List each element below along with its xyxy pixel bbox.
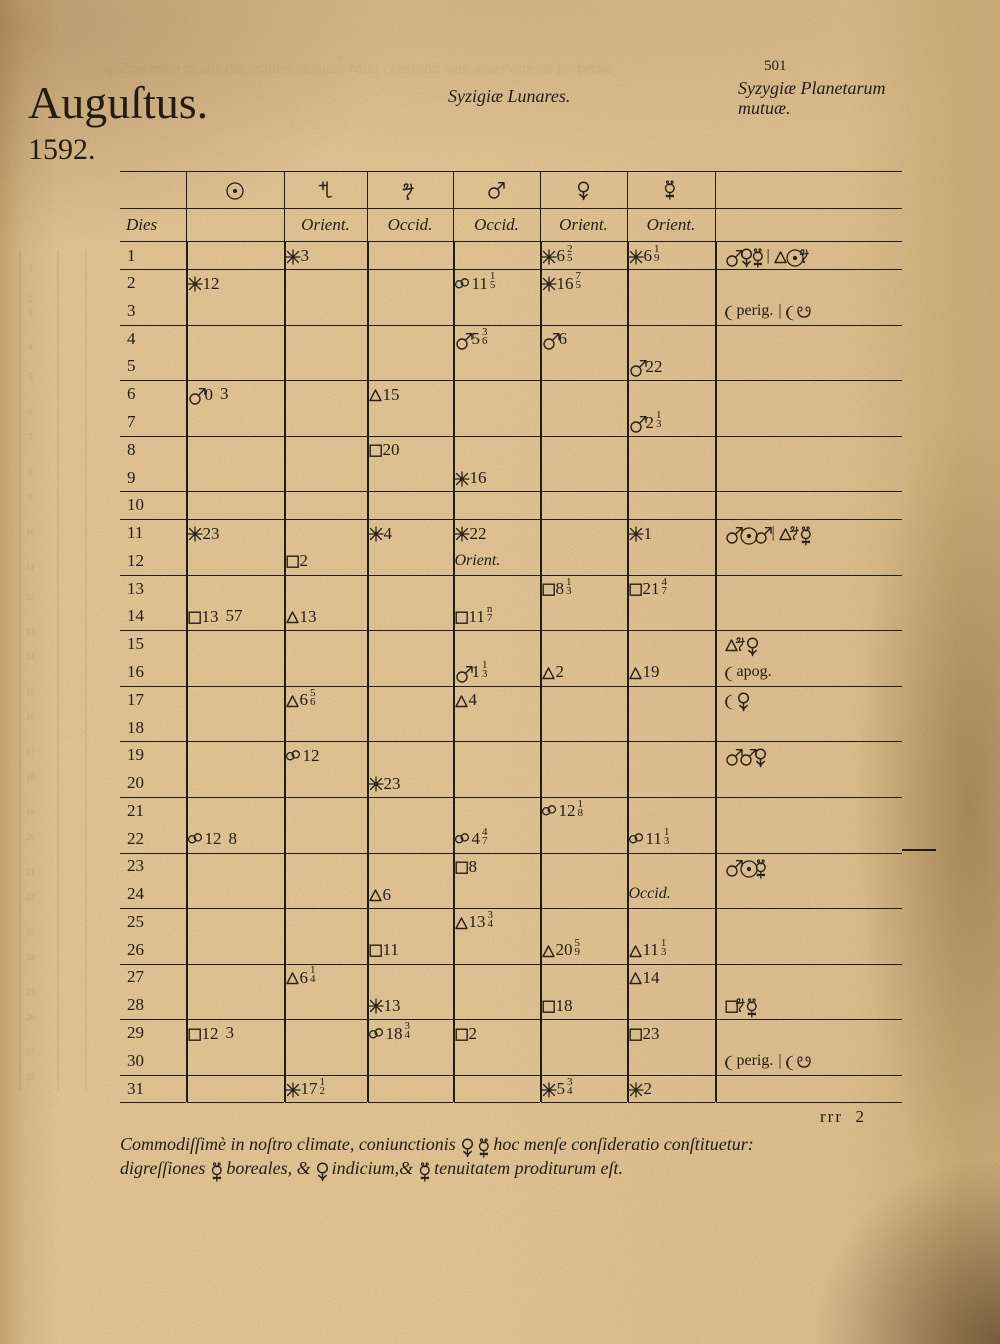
svg-text:11: 11 xyxy=(26,562,35,572)
svg-text:6: 6 xyxy=(28,407,33,417)
svg-text:17: 17 xyxy=(26,747,36,757)
svg-text:23: 23 xyxy=(26,927,36,937)
svg-text:21: 21 xyxy=(26,867,35,877)
svg-text:2: 2 xyxy=(28,294,33,304)
svg-text:20: 20 xyxy=(26,832,36,842)
svg-text:19: 19 xyxy=(26,807,36,817)
svg-text:7: 7 xyxy=(28,432,33,442)
svg-text:25: 25 xyxy=(26,987,36,997)
svg-text:13: 13 xyxy=(26,627,36,637)
svg-text:18: 18 xyxy=(26,772,36,782)
svg-text:9: 9 xyxy=(28,492,33,502)
svg-text:24: 24 xyxy=(26,952,36,962)
svg-text:3: 3 xyxy=(28,308,33,318)
svg-text:22: 22 xyxy=(26,892,35,902)
svg-text:27: 27 xyxy=(26,1047,36,1057)
svg-text:16: 16 xyxy=(26,712,36,722)
svg-text:14: 14 xyxy=(26,652,36,662)
svg-text:10: 10 xyxy=(26,527,36,537)
svg-text:28: 28 xyxy=(26,1072,36,1082)
svg-text:8: 8 xyxy=(28,467,33,477)
svg-text:26: 26 xyxy=(26,1012,36,1022)
svg-text:4: 4 xyxy=(28,342,33,352)
svg-text:15: 15 xyxy=(26,687,36,697)
svg-text:1: 1 xyxy=(28,262,33,272)
svg-text:12: 12 xyxy=(26,592,35,602)
svg-text:5: 5 xyxy=(28,372,33,382)
